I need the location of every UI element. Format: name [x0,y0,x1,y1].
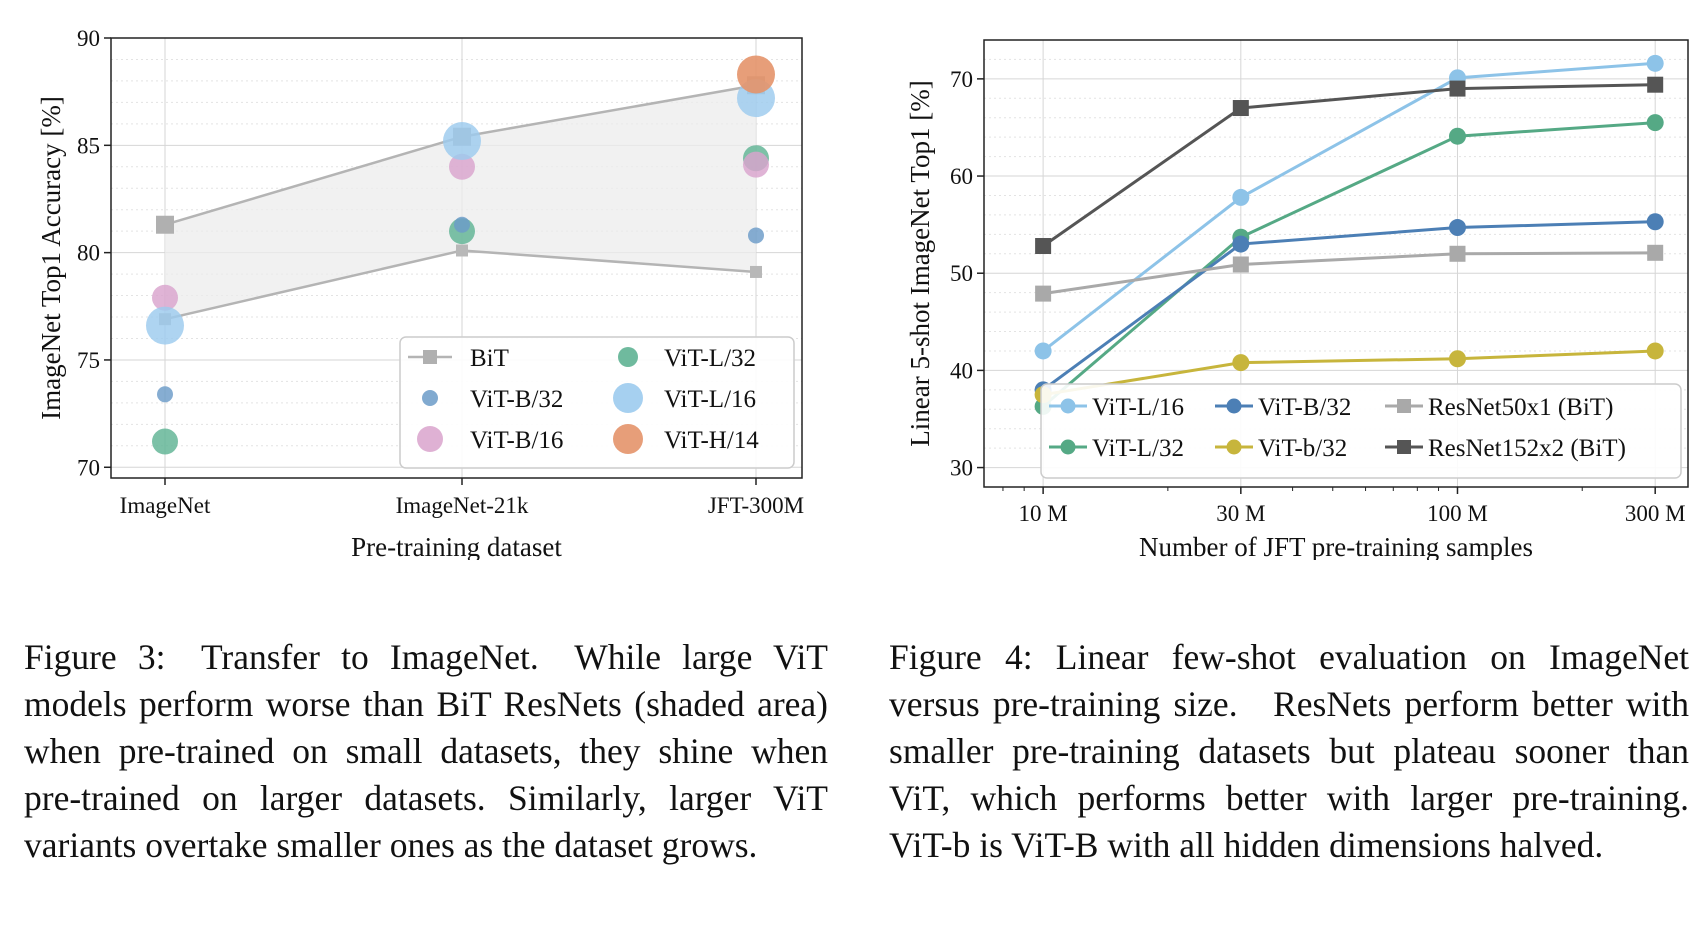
point-resnet50x1-bit [1035,285,1052,302]
legend: BiT ViT-B/32 ViT-B/16 ViT-L/32 ViT-L/16 ViT-H… [399,336,795,469]
point-vit-b-32 [1232,235,1250,253]
point-resnet152x2-bit [1232,100,1249,117]
point-vit-l-16 [1232,188,1250,206]
x-tick-label: ImageNet-21k [396,493,529,518]
figure-3-caption: Figure 3: Transfer to ImageNet. While la… [24,637,828,865]
point-vit-b-16 [743,151,769,178]
bit-lower-marker [750,265,762,278]
axes-frame [110,37,803,479]
legend-marker-vit-b-32 [1226,398,1242,414]
legend-marker-vit-b-32 [422,390,438,406]
legend-label-resnet50x1-bit: ResNet50x1 (BiT) [1428,394,1613,421]
point-vit-l-32 [152,428,178,455]
legend-label-vit-l-32: ViT-L/32 [1092,435,1184,462]
legend-label-vit-l-16: ViT-L/16 [664,386,756,413]
y-axis-label: Linear 5-shot ImageNet Top1 [%] [905,80,935,447]
x-tick-label: JFT-300M [708,493,804,518]
legend-marker-vit-l-16 [613,383,643,413]
x-tick-label: 30 M [1216,501,1265,526]
y-tick-label: 50 [950,261,973,286]
y-tick-label: 40 [950,358,973,383]
point-vit-l-32 [1448,127,1466,145]
legend-label-vit-b-32: ViT-B/32 [1258,394,1351,421]
line-vit-b-32 [1042,349,1656,397]
legend-label-vit-h-14: ViT-H/14 [664,427,759,454]
y-tick-label: 70 [950,67,973,92]
legend-marker-vit-b-32 [1226,439,1242,455]
point-vit-b-32 [1232,354,1250,372]
legend-marker-bit [423,350,437,364]
point-vit-l-16 [146,306,184,345]
legend-marker-vit-l-32 [618,347,638,367]
point-vit-b-32 [1448,350,1466,368]
point-vit-h-14 [737,55,775,94]
y-axis-label: ImageNet Top1 Accuracy [%] [36,96,66,420]
line-vit-l-32 [1042,121,1656,408]
legend-marker-vit-l-32 [1060,439,1076,455]
legend-label-vit-b-32: ViT-b/32 [1258,435,1347,462]
legend-marker-vit-h-14 [613,424,643,454]
point-vit-b-16 [449,153,475,180]
axes-frame [983,39,1689,488]
legend-label-vit-l-16: ViT-L/16 [1092,394,1184,421]
figure-3-chart: 70 75 80 85 90 ImageNet ImageNet-21k JFT-300M Pr… [36,26,804,560]
x-tick-label: 10 M [1019,501,1068,526]
y-tick-label: 85 [77,133,100,158]
legend: ViT-L/16 ViT-B/32 ResNet50x1 (BiT) ViT-L/32… [1040,383,1682,479]
x-axis-label: Pre-training dataset [351,532,562,560]
point-vit-l-16 [1034,342,1052,360]
point-resnet50x1-bit [1647,244,1664,261]
legend-box [1040,383,1682,479]
point-resnet50x1-bit [1449,245,1466,262]
legend-marker-resnet50x1-bit [1397,399,1411,413]
x-axis-label: Number of JFT pre-training samples [1139,532,1533,560]
x-tick-label: ImageNet [120,493,211,518]
point-resnet152x2-bit [1647,76,1664,93]
y-tick-label: 80 [77,241,100,266]
line-vit-l-16 [1042,61,1656,353]
point-vit-b-16 [152,284,178,311]
legend-label-vit-l-32: ViT-L/32 [664,345,756,372]
point-vit-b-32 [1448,219,1466,237]
point-vit-b-32 [1646,213,1664,231]
legend-label-vit-b-32: ViT-B/32 [470,386,563,413]
figure-4-caption: Figure 4: Linear few-shot evaluation on … [889,637,1689,865]
legend-label-vit-b-16: ViT-B/16 [470,427,563,454]
y-tick-label: 90 [77,26,100,51]
point-vit-b-32 [1646,342,1664,360]
legend-marker-resnet152x2-bit [1397,440,1411,454]
point-resnet152x2-bit [1035,238,1052,255]
line-resnet50x1-bit [1042,251,1656,296]
point-vit-l-32 [1646,114,1664,132]
legend-box [399,336,795,469]
point-resnet50x1-bit [1232,256,1249,273]
point-vit-b-32 [454,216,470,233]
legend-marker-vit-l-16 [1060,398,1076,414]
legend-marker-vit-b-16 [417,426,443,452]
bit-upper-marker [156,215,174,234]
line-resnet152x2-bit [1042,83,1656,248]
legend-label-resnet152x2-bit: ResNet152x2 (BiT) [1428,435,1626,462]
point-vit-b-32 [157,386,173,403]
point-vit-l-16 [443,122,481,161]
bit-lower-marker [456,244,468,257]
legend-label-bit: BiT [470,345,509,372]
x-tick-label: 100 M [1427,501,1488,526]
figure-4-chart: 30 40 50 60 70 10 M 30 M 100 M 300 M Number of JF… [905,39,1689,560]
point-vit-b-32 [748,227,764,244]
y-tick-label: 30 [950,456,973,481]
y-tick-label: 70 [77,455,100,480]
y-tick-label: 60 [950,164,973,189]
y-tick-label: 75 [77,348,100,373]
point-vit-l-16 [1646,54,1664,72]
line-vit-b-32 [1042,220,1656,392]
point-resnet152x2-bit [1449,80,1466,97]
x-tick-label: 300 M [1625,501,1686,526]
